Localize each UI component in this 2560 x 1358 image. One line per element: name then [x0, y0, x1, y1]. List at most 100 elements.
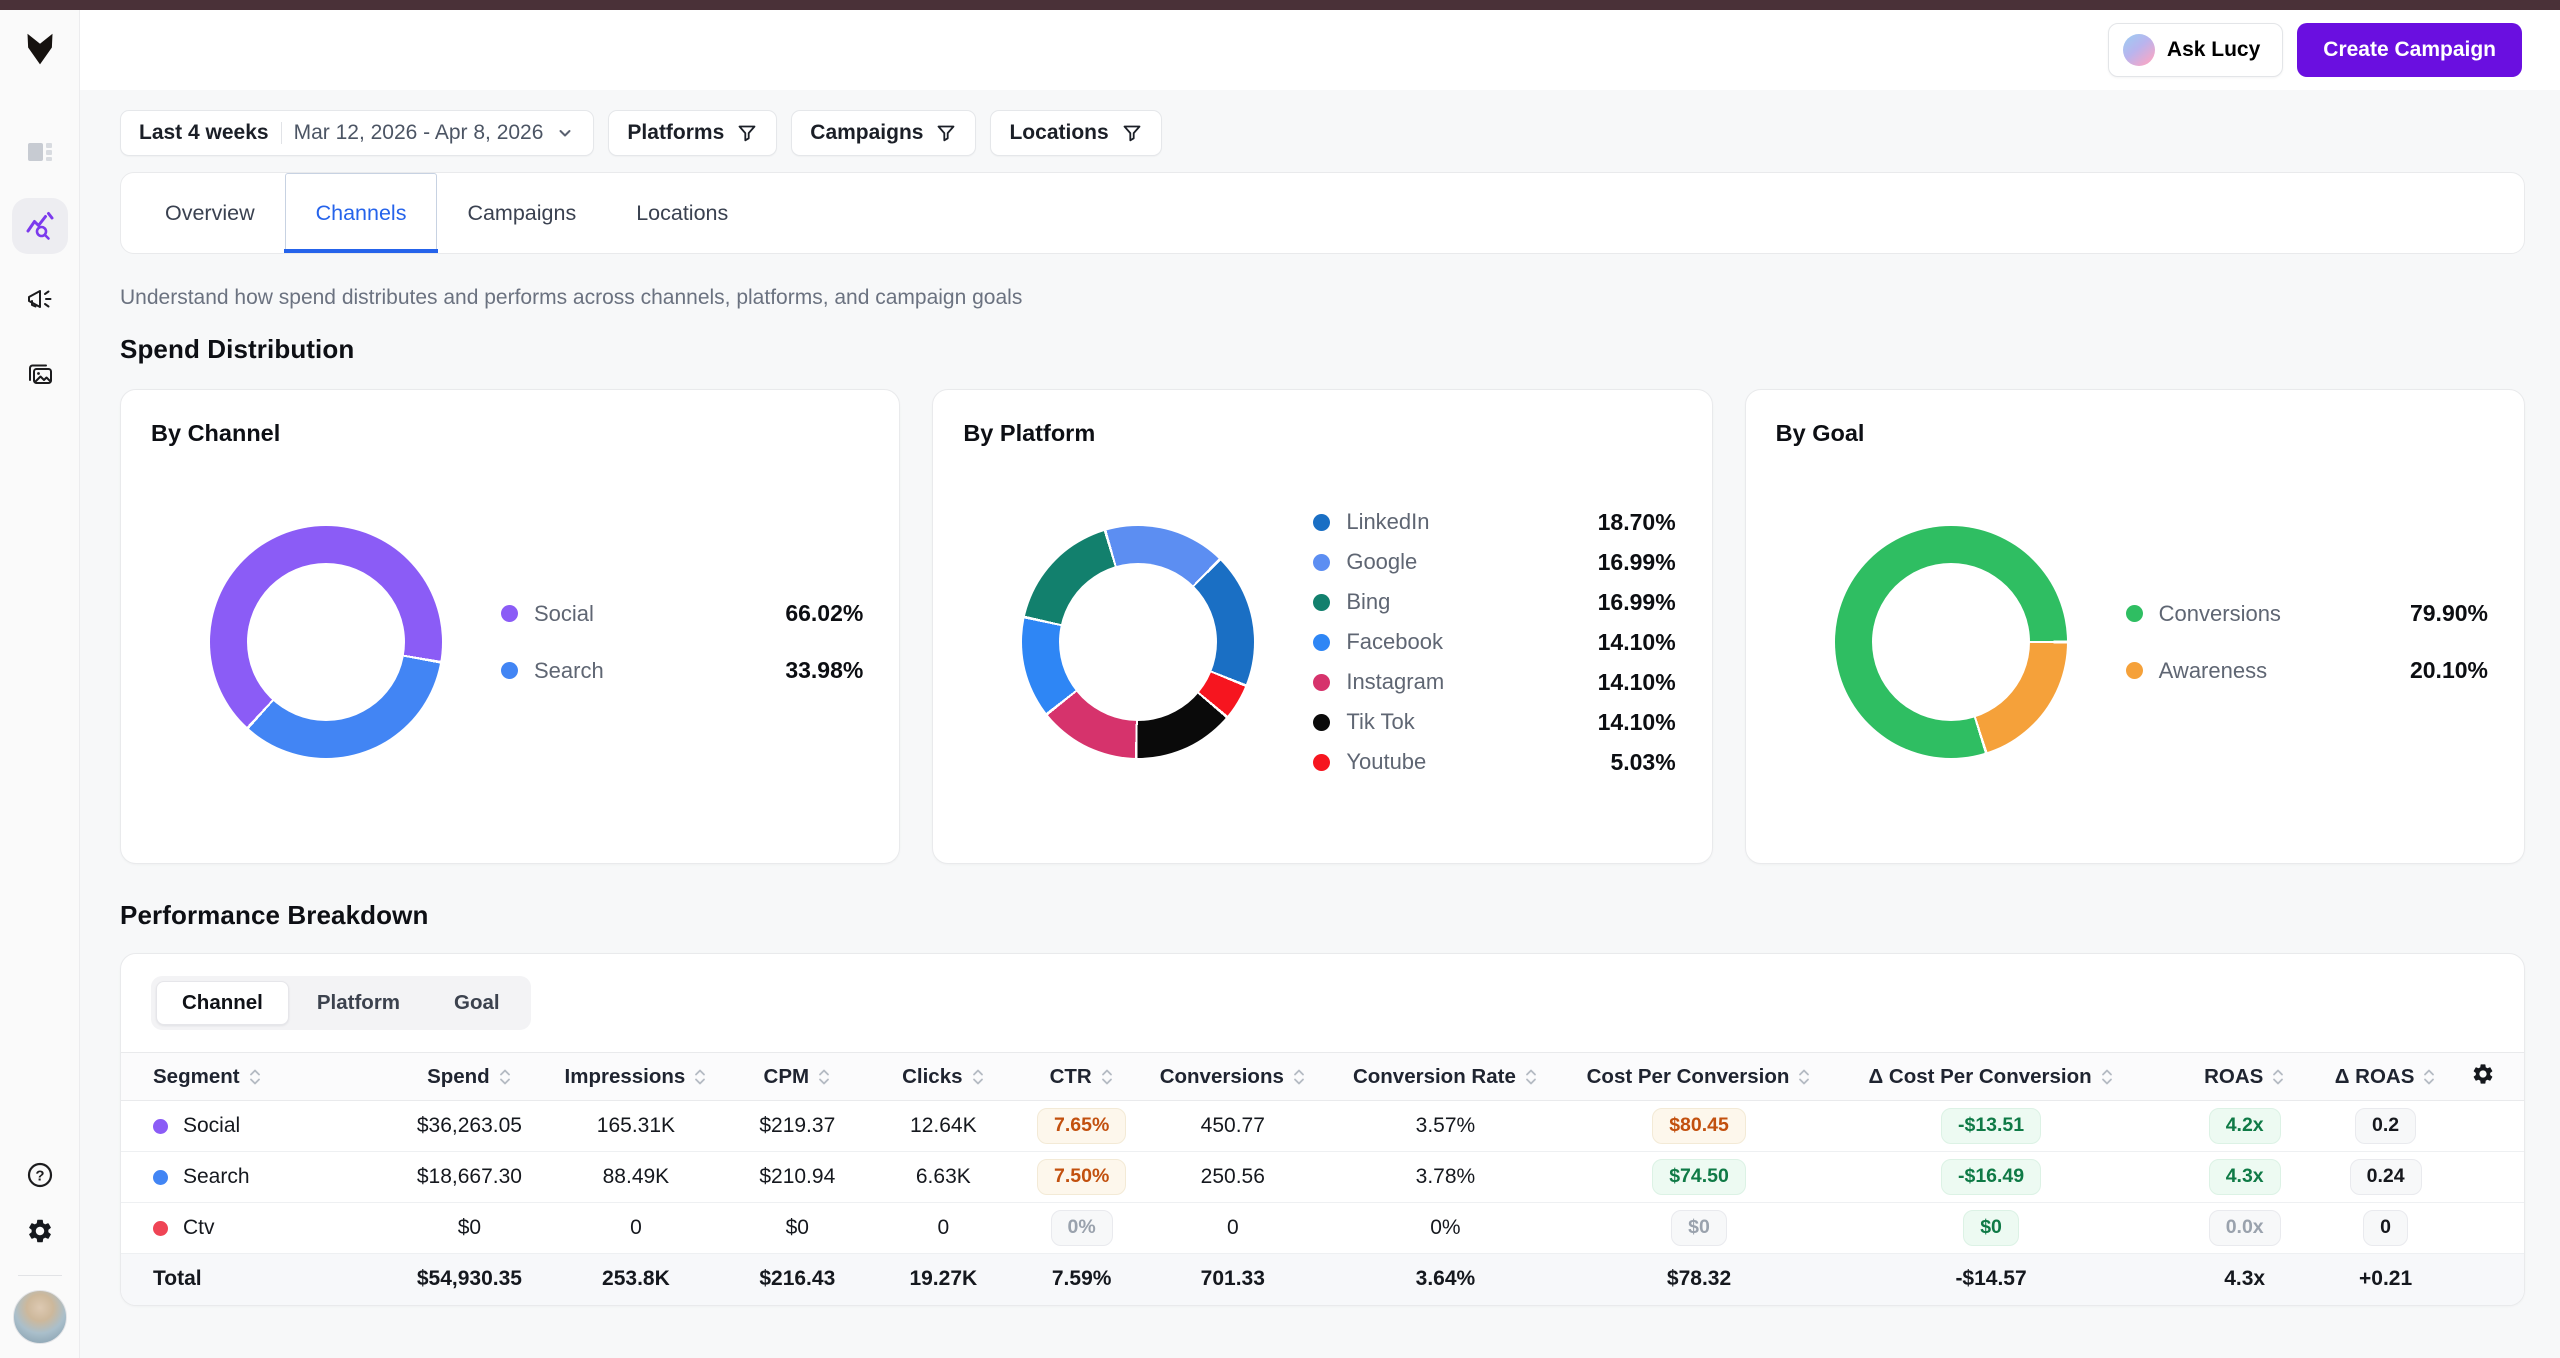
column-header-ctr[interactable]: CTR [1012, 1053, 1150, 1101]
svg-text:?: ? [35, 1168, 44, 1185]
logo-wolf-icon[interactable] [18, 28, 62, 72]
column-settings-button[interactable] [2442, 1053, 2524, 1101]
section-title-spend-distribution: Spend Distribution [120, 334, 2525, 365]
total-cell-conversion_rate: 3.64% [1315, 1254, 1576, 1305]
legend-label: Google [1346, 549, 1417, 575]
performance-table-card: ChannelPlatformGoal SegmentSpendImpressi… [120, 953, 2525, 1306]
tab-locations[interactable]: Locations [606, 173, 758, 253]
cell-delta_roas: 0.2 [2329, 1101, 2442, 1152]
filter-bar: Last 4 weeks Mar 12, 2026 - Apr 8, 2026 … [120, 110, 2525, 156]
sort-icon [693, 1066, 707, 1088]
tab-channels[interactable]: Channels [285, 173, 438, 253]
column-header-conversions[interactable]: Conversions [1151, 1053, 1315, 1101]
cell-roas: 4.3x [2160, 1152, 2329, 1203]
legend-label: Conversions [2159, 601, 2281, 627]
tab-overview[interactable]: Overview [135, 173, 285, 253]
column-label: Conversions [1160, 1065, 1284, 1089]
table-row-social[interactable]: Social$36,263.05165.31K$219.3712.64K7.65… [121, 1101, 2524, 1152]
chart-title: By Goal [1776, 420, 2494, 447]
column-label: Conversion Rate [1353, 1065, 1516, 1089]
help-question-icon: ? [25, 1160, 55, 1190]
cell-clicks: 6.63K [874, 1152, 1012, 1203]
value-badge: $0 [1963, 1210, 2019, 1245]
cell-conversions: 0 [1151, 1203, 1315, 1254]
table-row-search[interactable]: Search$18,667.3088.49K$210.946.63K7.50%2… [121, 1152, 2524, 1203]
sort-icon [2271, 1066, 2285, 1088]
table-view-option-platform[interactable]: Platform [291, 981, 426, 1025]
filter-button-campaigns[interactable]: Campaigns [791, 110, 976, 156]
cell-ctr: 0% [1012, 1203, 1150, 1254]
cell-cpm: $0 [720, 1203, 874, 1254]
cell-delta_cost_per_conversion: -$16.49 [1822, 1152, 2160, 1203]
column-header-cpm[interactable]: CPM [720, 1053, 874, 1101]
value-badge: -$16.49 [1941, 1159, 2041, 1194]
table-view-option-channel[interactable]: Channel [156, 981, 289, 1025]
legend-value: 20.10% [2410, 657, 2488, 684]
column-header-conversion_rate[interactable]: Conversion Rate [1315, 1053, 1576, 1101]
total-cell-spacer [2442, 1254, 2524, 1305]
legend-dot [501, 605, 518, 622]
value-badge: -$13.51 [1941, 1108, 2041, 1143]
create-campaign-button[interactable]: Create Campaign [2297, 23, 2522, 77]
help-button[interactable]: ? [12, 1147, 68, 1203]
tab-campaigns[interactable]: Campaigns [437, 173, 606, 253]
column-label: ROAS [2204, 1065, 2263, 1089]
settings-button[interactable] [12, 1203, 68, 1259]
performance-table: SegmentSpendImpressionsCPMClicksCTR Conve… [121, 1052, 2524, 1305]
cell-spend: $18,667.30 [387, 1152, 551, 1203]
chart-body: Conversions79.90%Awareness20.10% [1776, 447, 2494, 837]
sidebar-item-dashboard[interactable] [12, 124, 68, 180]
legend-dot [1313, 634, 1330, 651]
legend-item: Facebook14.10% [1313, 629, 1675, 656]
legend-label: Tik Tok [1346, 709, 1414, 735]
legend-dot [1313, 674, 1330, 691]
column-header-cost_per_conversion[interactable]: Cost Per Conversion [1576, 1053, 1822, 1101]
sidebar-item-campaigns[interactable] [12, 272, 68, 328]
legend-value: 5.03% [1610, 749, 1675, 776]
segment-dot [153, 1170, 168, 1185]
value-badge: 7.50% [1037, 1159, 1126, 1194]
date-range-picker[interactable]: Last 4 weeks Mar 12, 2026 - Apr 8, 2026 [120, 110, 594, 156]
user-avatar[interactable] [13, 1290, 67, 1344]
cell-impressions: 165.31K [551, 1101, 720, 1152]
column-header-delta_cost_per_conversion[interactable]: Δ Cost Per Conversion [1822, 1053, 2160, 1101]
column-header-roas[interactable]: ROAS [2160, 1053, 2329, 1101]
legend-item: Social66.02% [501, 600, 863, 627]
ask-lucy-button[interactable]: Ask Lucy [2108, 23, 2283, 77]
value-badge: 0 [2363, 1210, 2408, 1245]
column-header-segment[interactable]: Segment [121, 1053, 387, 1101]
chart-title: By Platform [963, 420, 1681, 447]
column-header-spend[interactable]: Spend [387, 1053, 551, 1101]
value-badge: $74.50 [1652, 1159, 1746, 1194]
sort-icon [2422, 1066, 2436, 1088]
table-row-ctv[interactable]: Ctv$00$000%00%$0$00.0x0 [121, 1203, 2524, 1254]
sidebar-item-assets[interactable] [12, 346, 68, 402]
legend-item: Bing16.99% [1313, 589, 1675, 616]
donut-hole [1059, 563, 1217, 721]
date-range-label: Mar 12, 2026 - Apr 8, 2026 [294, 121, 544, 145]
chart-card-by-channel: By ChannelSocial66.02%Search33.98% [120, 389, 900, 864]
value-badge: 4.2x [2209, 1108, 2281, 1143]
sort-icon [1797, 1066, 1811, 1088]
column-header-delta_roas[interactable]: Δ ROAS [2329, 1053, 2442, 1101]
column-header-clicks[interactable]: Clicks [874, 1053, 1012, 1101]
sidebar: ? [0, 10, 80, 1358]
cell-cost_per_conversion: $80.45 [1576, 1101, 1822, 1152]
legend-label: Search [534, 658, 604, 684]
sidebar-item-analytics[interactable] [12, 198, 68, 254]
filter-button-platforms[interactable]: Platforms [608, 110, 777, 156]
chart-card-by-goal: By GoalConversions79.90%Awareness20.10% [1745, 389, 2525, 864]
legend-value: 14.10% [1598, 669, 1676, 696]
donut-chart [1022, 526, 1254, 758]
table-view-option-goal[interactable]: Goal [428, 981, 526, 1025]
filter-button-locations[interactable]: Locations [990, 110, 1161, 156]
total-cell-segment: Total [121, 1254, 387, 1305]
divider [281, 122, 282, 144]
cell-impressions: 88.49K [551, 1152, 720, 1203]
sort-icon [1524, 1066, 1538, 1088]
legend-label: Instagram [1346, 669, 1444, 695]
legend-dot [1313, 554, 1330, 571]
column-label: Cost Per Conversion [1587, 1065, 1790, 1089]
cell-conversions: 450.77 [1151, 1101, 1315, 1152]
column-header-impressions[interactable]: Impressions [551, 1053, 720, 1101]
